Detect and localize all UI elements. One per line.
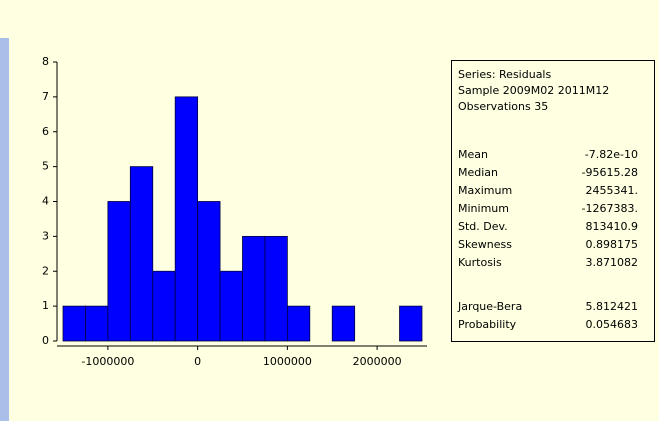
y-tick-label: 0 [42, 334, 49, 347]
stat-label: Median [458, 166, 498, 179]
stat-value: 2455341. [586, 184, 639, 197]
stat-value: 813410.9 [586, 220, 639, 233]
bar [399, 305, 423, 342]
stat-label: Skewness [458, 238, 512, 251]
stat-label: Mean [458, 148, 488, 161]
bar [264, 235, 288, 342]
y-tick-label: 7 [42, 90, 49, 103]
x-tick-label: 0 [194, 355, 201, 368]
bar [331, 305, 356, 342]
stat-label: Probability [458, 318, 517, 331]
stat-value: -1267383. [582, 202, 638, 215]
bar [129, 166, 154, 342]
bar [242, 235, 266, 342]
stats-header: Observations 35 [458, 100, 548, 113]
y-tick-label: 1 [42, 299, 49, 312]
stat-label: Jarque-Bera [457, 300, 522, 313]
x-tick-label: -1000000 [81, 355, 134, 368]
stat-label: Maximum [458, 184, 512, 197]
x-tick-label: 2000000 [353, 355, 402, 368]
bar [152, 270, 176, 342]
stat-label: Std. Dev. [458, 220, 508, 233]
y-tick-label: 3 [42, 229, 49, 242]
bar [197, 201, 221, 342]
y-tick-label: 5 [42, 160, 49, 173]
left-stripe [0, 38, 9, 421]
x-tick-label: 1000000 [263, 355, 312, 368]
y-tick-label: 4 [42, 195, 49, 208]
bar [286, 305, 311, 342]
stat-value: 0.898175 [586, 238, 639, 251]
stat-label: Kurtosis [458, 256, 502, 269]
stats-header: Sample 2009M02 2011M12 [458, 84, 609, 97]
y-tick-label: 8 [42, 55, 49, 68]
stat-value: 3.871082 [586, 256, 639, 269]
bar [174, 96, 199, 342]
bar [219, 270, 243, 342]
stat-label: Minimum [458, 202, 509, 215]
bar [107, 201, 131, 342]
bar [85, 305, 109, 342]
stat-value: -7.82e-10 [585, 148, 638, 161]
bar [62, 305, 86, 342]
stats-box [451, 60, 655, 342]
stats-header: Series: Residuals [458, 68, 551, 81]
stat-value: 5.812421 [586, 300, 639, 313]
stat-value: 0.054683 [586, 318, 639, 331]
y-tick-label: 6 [42, 125, 49, 138]
y-tick-label: 2 [42, 264, 49, 277]
stat-value: -95615.28 [582, 166, 638, 179]
